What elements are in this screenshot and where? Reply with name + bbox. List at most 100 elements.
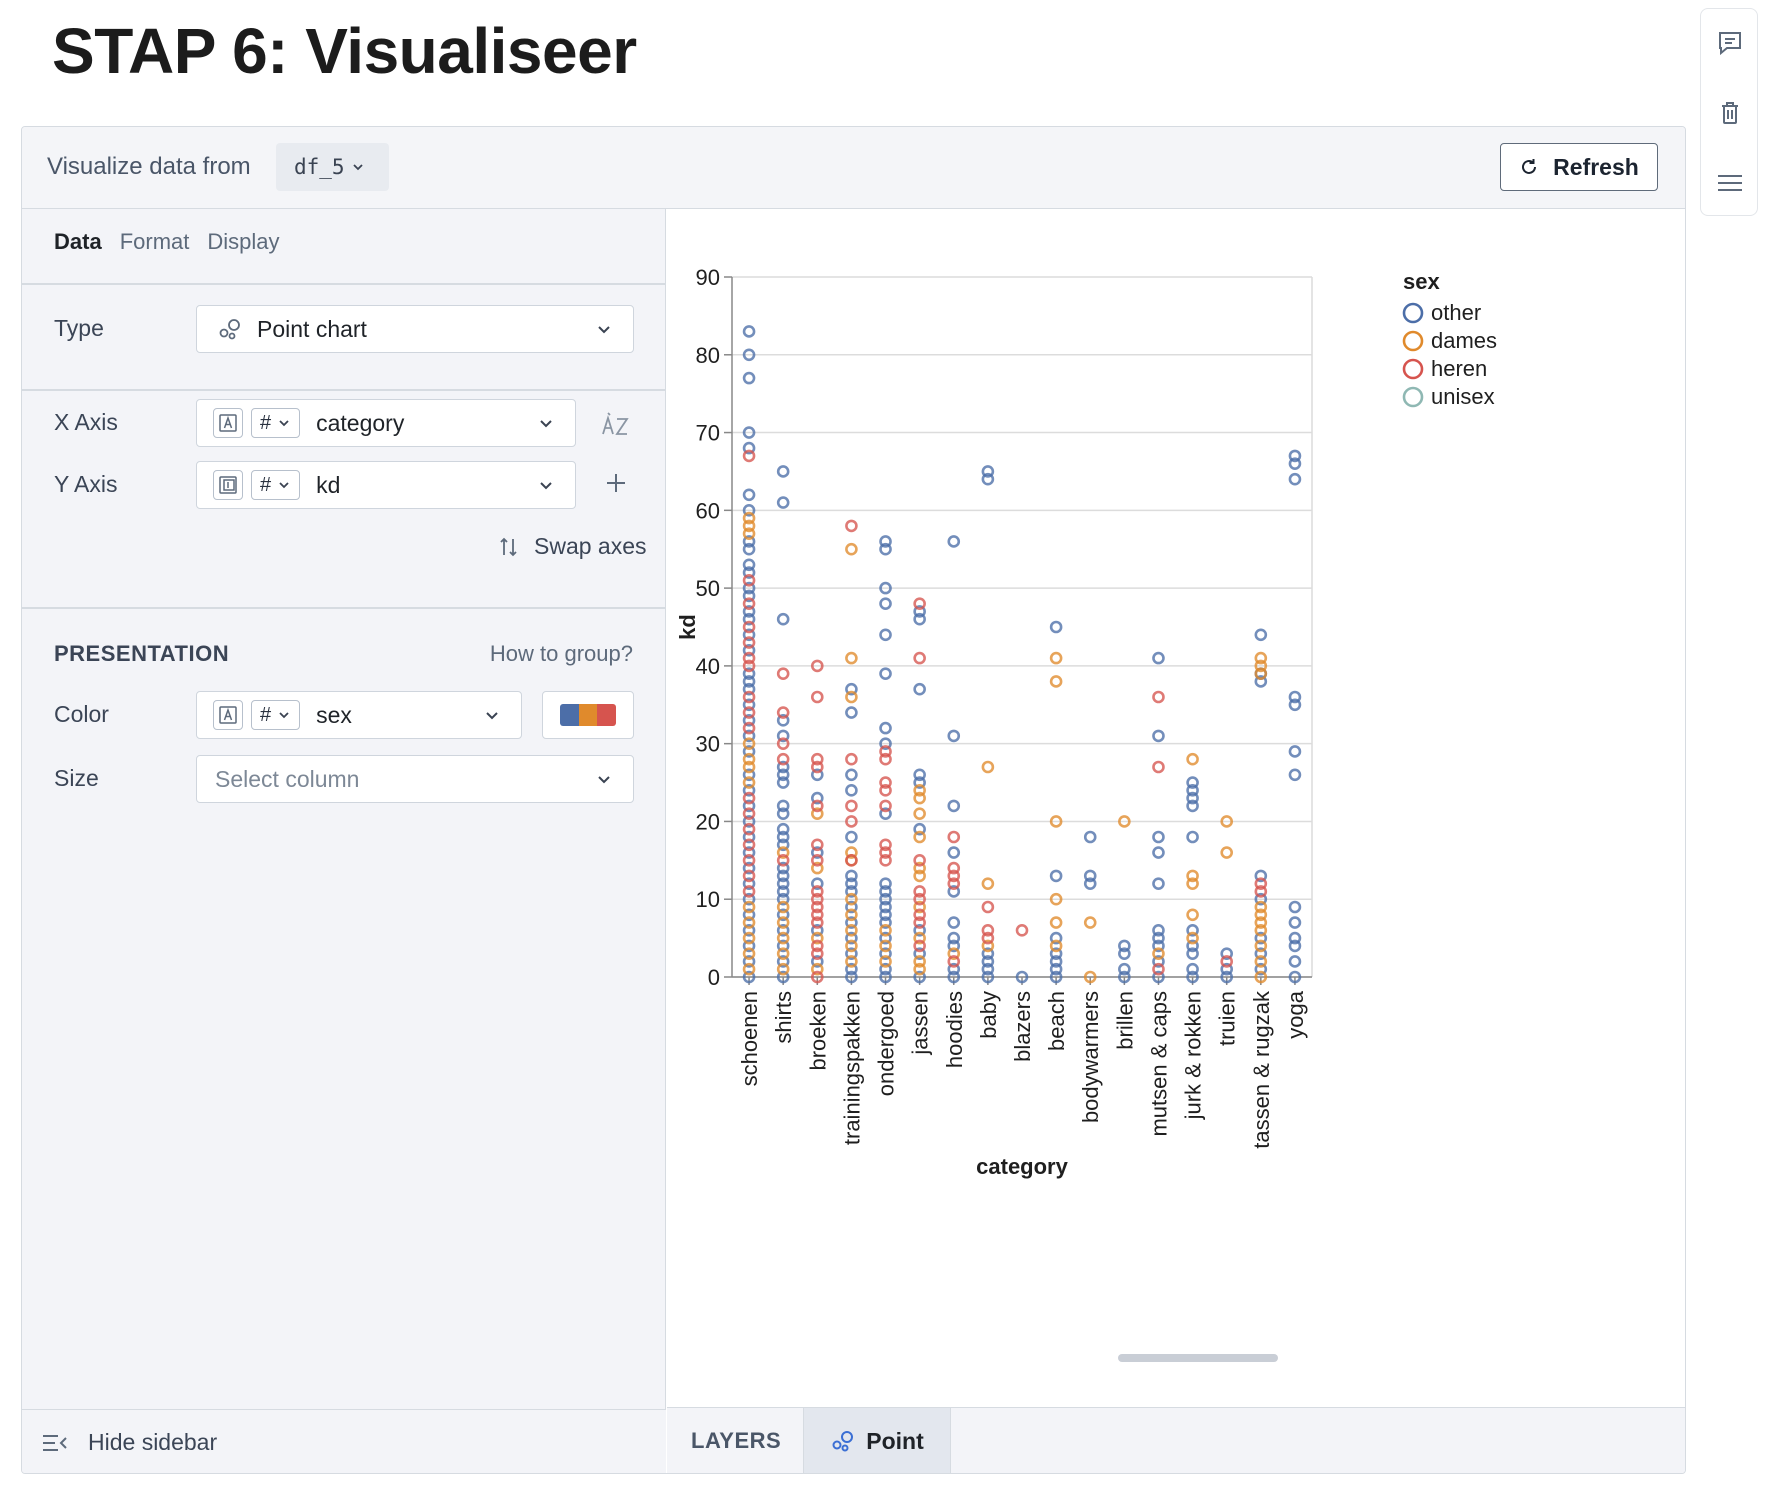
y-axis-type-select[interactable]: # <box>251 470 301 500</box>
data-point <box>947 947 961 960</box>
data-point <box>1288 457 1302 470</box>
data-point <box>845 869 858 883</box>
data-point <box>742 815 756 828</box>
data-point <box>810 916 824 929</box>
data-point <box>742 659 756 673</box>
chevron-down-icon <box>540 420 552 428</box>
color-select[interactable]: # sex <box>196 691 522 739</box>
data-point <box>742 605 756 618</box>
data-point <box>913 931 926 945</box>
dataframe-select[interactable]: df_5 <box>276 143 389 191</box>
x-tick-label: yoga <box>1283 990 1308 1038</box>
data-point <box>810 690 824 704</box>
data-point <box>742 325 756 338</box>
data-point <box>913 651 926 665</box>
x-axis-select[interactable]: # category <box>196 399 576 447</box>
data-point <box>879 947 892 960</box>
size-select[interactable]: Select column <box>196 755 634 803</box>
color-type-select[interactable]: # <box>251 700 301 730</box>
data-point <box>913 861 926 875</box>
color-palette-button[interactable] <box>542 691 634 739</box>
data-point <box>1083 970 1097 984</box>
delete-button[interactable] <box>1714 97 1746 129</box>
data-point <box>879 752 892 766</box>
chart-type-select[interactable]: Point chart <box>196 305 634 353</box>
data-point <box>776 970 790 984</box>
data-point <box>742 589 756 603</box>
data-point <box>742 970 756 984</box>
layer-name: Point <box>866 1427 924 1454</box>
data-point <box>879 581 892 595</box>
data-point <box>913 908 926 922</box>
y-tick-label: 60 <box>696 498 720 523</box>
data-point <box>742 869 756 883</box>
sort-az-icon <box>602 412 629 435</box>
data-point <box>879 667 892 680</box>
x-tick-label: schoenen <box>737 991 762 1086</box>
chevron-down-icon <box>279 712 289 719</box>
data-point <box>845 908 858 922</box>
data-point <box>742 729 756 743</box>
x-tick-label: bodywarmers <box>1078 991 1103 1123</box>
divider <box>22 607 666 609</box>
tab-data[interactable]: Data <box>54 229 102 254</box>
data-point <box>913 955 926 968</box>
data-point <box>810 962 824 976</box>
palette-color <box>560 704 579 726</box>
horizontal-scrollbar[interactable] <box>1118 1354 1278 1362</box>
data-point <box>742 597 756 610</box>
data-point <box>879 924 892 937</box>
y-axis-select[interactable]: # kd <box>196 461 576 509</box>
data-point <box>1288 690 1302 704</box>
tab-display[interactable]: Display <box>207 229 280 254</box>
data-point <box>845 931 858 945</box>
chevron-down-icon <box>279 420 289 427</box>
comment-button[interactable] <box>1714 27 1746 59</box>
add-series-button[interactable] <box>602 469 630 497</box>
data-point <box>742 511 756 525</box>
data-point <box>742 791 756 805</box>
data-point <box>879 721 892 735</box>
palette-color <box>597 704 616 726</box>
x-tick-label: jassen <box>908 991 933 1056</box>
x-tick-label: tassen & rugzak <box>1249 990 1274 1149</box>
data-point <box>1049 869 1063 883</box>
tab-format[interactable]: Format <box>119 229 190 254</box>
data-point <box>742 558 756 572</box>
data-point <box>1254 916 1268 929</box>
x-axis-type-select[interactable]: # <box>251 408 301 438</box>
aggregate-toggle[interactable] <box>213 408 243 438</box>
data-point <box>1186 962 1199 976</box>
divider <box>22 283 666 285</box>
data-point <box>742 900 756 914</box>
data-point <box>913 869 926 883</box>
data-point <box>776 939 790 953</box>
swap-axes-button[interactable]: Swap axes <box>498 533 647 560</box>
hide-sidebar-button[interactable]: Hide sidebar <box>22 1409 666 1473</box>
color-label: Color <box>54 701 109 727</box>
data-point <box>742 714 756 727</box>
menu-button[interactable] <box>1714 167 1746 199</box>
refresh-button[interactable]: Refresh <box>1500 143 1658 191</box>
data-point <box>947 885 961 898</box>
data-point <box>879 885 892 898</box>
chevron-down-icon <box>352 164 363 171</box>
data-point <box>981 962 995 976</box>
data-point <box>742 620 756 634</box>
data-point <box>810 768 824 782</box>
data-point <box>1186 776 1199 789</box>
data-point <box>742 581 756 595</box>
aggregate-toggle[interactable] <box>213 700 243 730</box>
layer-tab-point[interactable]: Point <box>803 1408 951 1473</box>
how-to-group-link[interactable]: How to group? <box>489 641 633 666</box>
data-point <box>1152 924 1165 937</box>
data-point <box>1220 815 1234 828</box>
data-point <box>742 698 756 712</box>
sort-button[interactable] <box>600 409 632 441</box>
aggregate-toggle[interactable] <box>213 470 243 500</box>
y-axis-label: Y Axis <box>54 471 118 497</box>
data-point <box>776 854 790 867</box>
data-point <box>1254 900 1268 914</box>
data-point <box>810 955 824 968</box>
data-point <box>776 962 790 976</box>
